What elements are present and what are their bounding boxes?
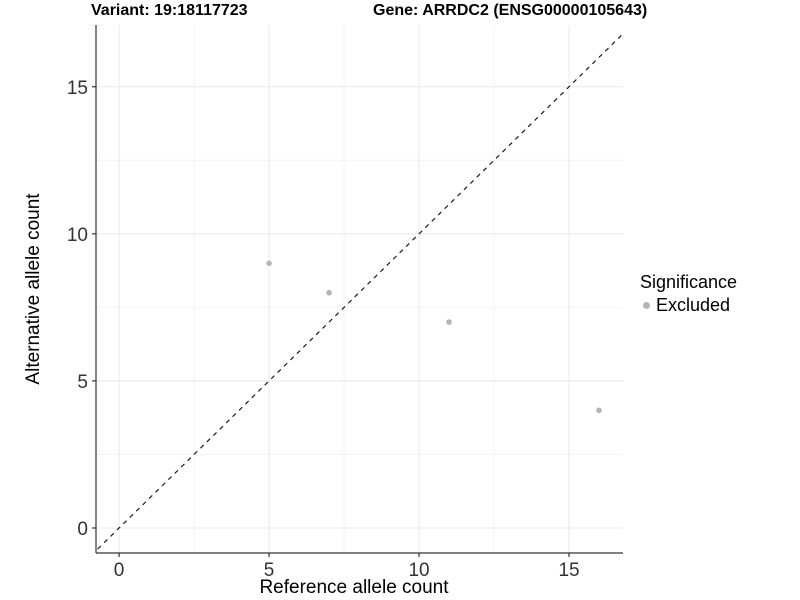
y-tick-label: 15 [67,78,88,99]
x-tick-label: 15 [558,560,579,581]
data-point [596,407,602,414]
x-axis-title: Reference allele count [259,577,449,598]
data-point [446,319,452,325]
plot-panel: 0 5 10 15 0 5 10 15 [67,25,623,581]
legend-entry-excluded: Excluded [640,294,737,316]
plot-title-gene: Gene: ARRDC2 (ENSG00000105643) [373,2,648,19]
y-tick-label: 0 [77,519,88,540]
y-tick-label: 5 [77,372,88,393]
plot-title-variant: Variant: 19:18117723 [91,2,248,19]
legend-point-icon [643,301,650,309]
legend-title: Significance [640,272,738,292]
y-tick-label: 10 [67,225,88,246]
x-tick-label: 10 [408,560,429,581]
data-point [266,260,272,267]
legend-entry-label: Excluded [656,295,731,315]
x-tick-label: 5 [264,560,275,581]
data-point [326,289,332,296]
legend: Significance Excluded [640,271,737,316]
y-axis-title: Alternative allele count [23,193,44,385]
x-tick-label: 0 [114,560,125,581]
